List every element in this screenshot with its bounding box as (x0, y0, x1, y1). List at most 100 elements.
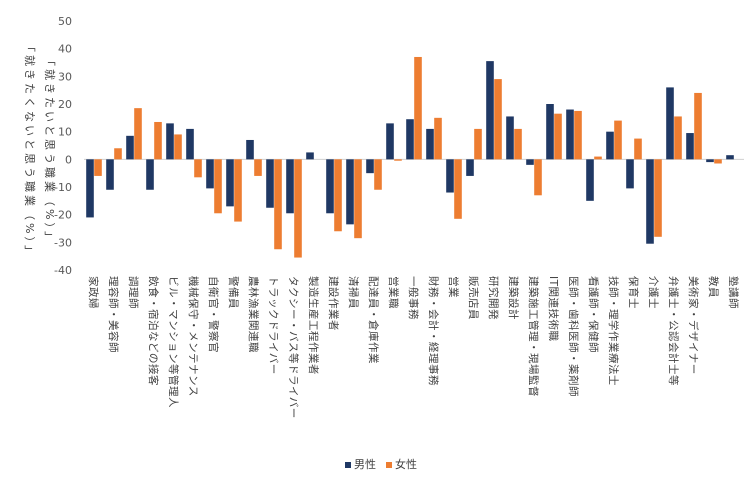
category-label: ビル・マンション等管理人 (167, 276, 180, 408)
y-tick-label: -40 (54, 264, 72, 277)
category-label: 塾講師 (727, 276, 740, 309)
bar-female (134, 108, 142, 160)
bar-female (274, 159, 282, 250)
category-label: トラックドライバー (267, 276, 279, 375)
category-label: 家政婦 (87, 276, 100, 309)
category-label: IT関連技術職 (547, 276, 560, 342)
bar-male (106, 159, 114, 190)
bar-male (166, 123, 174, 160)
category-label: 警備員 (227, 276, 240, 309)
category-label: 技師・理学作業療法士 (607, 276, 620, 386)
legend-label: 男性 (354, 457, 376, 471)
category-label: 保育士 (627, 276, 640, 309)
bar-male (426, 128, 434, 160)
bar-female (254, 159, 262, 176)
category-label: タクシー・バス等ドライバー (287, 276, 300, 419)
y-tick-label: -20 (54, 209, 72, 222)
bar-female (514, 128, 522, 160)
category-label: 配達員・倉庫作業 (367, 276, 380, 364)
bar-female (374, 159, 382, 190)
category-labels: 家政婦 理容師・美容師 調理師 飲食・宿泊などの接客 ビル・マンション等管理人 機械保守・… (87, 276, 740, 419)
category-label: 介護士 (647, 276, 660, 309)
bar-male (326, 159, 334, 214)
bar-male (486, 61, 494, 160)
bar-male (546, 104, 554, 160)
y-tick-label: 40 (58, 43, 72, 56)
bar-male (686, 133, 694, 160)
category-label: 教員 (707, 276, 720, 298)
bar-female (694, 92, 702, 160)
bar-female (534, 159, 542, 196)
bar-male (306, 152, 314, 160)
y-axis-label: 「就きたいと思う職業（%）」 「就きたくないと思う職業（%）」 (23, 41, 57, 259)
y-tick-label: -30 (54, 236, 72, 249)
legend-swatch (345, 462, 351, 468)
y-axis-label-primary: 「就きたいと思う職業（%）」 (43, 55, 57, 245)
bar-female (174, 134, 182, 160)
bar-female (394, 159, 402, 161)
y-axis-label-secondary: 「就きたくないと思う職業（%）」 (23, 41, 37, 259)
bar-female (594, 156, 602, 160)
bar-female (334, 159, 342, 232)
bar-male (206, 159, 214, 189)
category-label: 財務・会計・経理事務 (427, 276, 440, 386)
bars (86, 56, 734, 258)
y-tick-label: 0 (65, 153, 72, 166)
bar-female (474, 128, 482, 160)
bar-female (654, 159, 662, 237)
y-tick-label: -10 (54, 181, 72, 194)
bar-male (126, 135, 134, 160)
bar-male (566, 109, 574, 160)
category-label: 弁護士・公認会計士等 (667, 276, 680, 386)
bar-female (614, 120, 622, 160)
y-tick-label: 10 (58, 126, 72, 139)
bar-female (494, 79, 502, 160)
category-label: 機械保守・メンテナンス (187, 276, 200, 397)
bar-male (606, 131, 614, 160)
category-label: 営業 (447, 276, 460, 298)
bar-male (346, 159, 354, 225)
category-label: 理容師・美容師 (107, 276, 120, 353)
bar-male (286, 159, 294, 214)
bar-female (554, 113, 562, 160)
bar-female (674, 116, 682, 160)
bar-female (414, 56, 422, 160)
bar-male (406, 119, 414, 160)
bar-male (466, 159, 474, 176)
bar-female (234, 159, 242, 222)
bar-female (194, 159, 202, 178)
category-label: 建築施工管理・現場監督 (527, 276, 540, 397)
category-label: 建設作業者 (327, 276, 340, 331)
bar-male (246, 139, 254, 160)
legend-swatch (386, 462, 392, 468)
bar-male (226, 159, 234, 207)
bar-male (86, 159, 94, 218)
category-label: 美術家・デザイナー (687, 276, 700, 375)
legend: 男性 女性 (345, 457, 417, 471)
bar-female (94, 159, 102, 176)
bar-male (186, 128, 194, 160)
category-label: 一般事務 (407, 276, 420, 320)
bar-male (586, 159, 594, 201)
bar-male (666, 87, 674, 160)
y-axis-ticks: 50 40 30 20 10 0 -10 -20 -30 -40 (54, 15, 72, 277)
bar-male (706, 159, 714, 163)
y-tick-label: 20 (58, 98, 72, 111)
bar-female (154, 121, 162, 160)
bar-male (146, 159, 154, 190)
category-label: 看護師・保健師 (587, 276, 600, 353)
bar-female (434, 117, 442, 160)
bar-female (714, 159, 722, 164)
category-label: 清掃員 (347, 276, 360, 309)
bar-male (646, 159, 654, 244)
category-label: 飲食・宿泊などの接客 (147, 276, 160, 386)
category-label: 農林漁業関連職 (247, 276, 260, 353)
bar-female (354, 159, 362, 239)
bar-male (446, 159, 454, 193)
bar-male (506, 116, 514, 160)
category-label: 医師・歯科医師・薬剤師 (567, 276, 580, 397)
y-tick-label: 30 (58, 70, 72, 83)
bar-male (626, 159, 634, 189)
bar-female (294, 159, 302, 258)
category-label: 自衛官・警察官 (207, 276, 220, 353)
